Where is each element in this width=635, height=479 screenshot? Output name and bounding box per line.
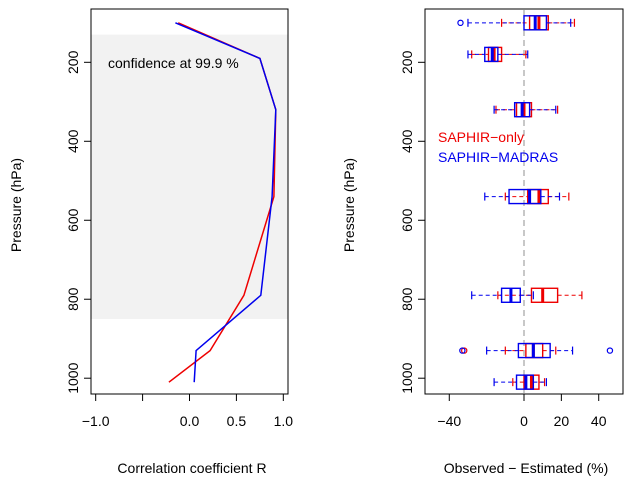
- boxplot-saphir-madras: [493, 101, 557, 118]
- box-iqr: [508, 188, 542, 205]
- boxplot-saphir-madras: [493, 374, 548, 390]
- x-axis-label: Observed − Estimated (%): [444, 460, 609, 476]
- box-iqr: [530, 287, 559, 303]
- x-tick-label: −1.0: [82, 413, 110, 429]
- plot-frame: [424, 8, 624, 395]
- y-tick-label: 1000: [65, 362, 81, 393]
- x-tick-label: 1.0: [274, 413, 294, 429]
- boxplot-saphir-only: [497, 287, 583, 303]
- x-axis-ticks: −1.0 0.0 0.5 1.0: [82, 394, 293, 429]
- x-tick-label: −40: [437, 413, 461, 429]
- y-tick-label: 200: [65, 50, 81, 74]
- y-axis-ticks: 200 400 600 800 1000: [65, 50, 91, 394]
- y-tick-label: 800: [399, 287, 415, 311]
- boxplot-saphir-madras: [457, 15, 572, 31]
- outlier-point: [457, 19, 464, 27]
- y-tick-label: 600: [399, 208, 415, 232]
- boxplot-saphir-only: [512, 374, 546, 390]
- x-tick-label: 0: [520, 413, 528, 429]
- plot-frame: [90, 8, 289, 395]
- y-axis-label: Pressure (hPa): [341, 158, 357, 252]
- y-tick-label: 200: [399, 50, 415, 74]
- y-tick-label: 400: [399, 129, 415, 153]
- outlier-point: [461, 347, 468, 354]
- error-panel: SAPHIR−only SAPHIR−MADRAS −40 0 20 40 200 40…: [341, 8, 624, 476]
- correlation-line-blue: [175, 22, 277, 383]
- x-axis-ticks: −40 0 20 40: [437, 394, 607, 429]
- confidence-label: confidence at 99.9 %: [108, 55, 239, 71]
- y-axis-label: Pressure (hPa): [8, 158, 24, 252]
- confidence-band-area: [91, 34, 288, 319]
- outlier-point: [606, 347, 614, 354]
- outlier-point: [459, 347, 466, 354]
- legend-saphir-madras: SAPHIR−MADRAS: [438, 149, 558, 165]
- x-tick-label: 0.0: [180, 413, 200, 429]
- y-axis-ticks: 200 400 600 800 1000: [399, 50, 425, 394]
- x-axis-label: Correlation coefficient R: [117, 460, 266, 476]
- boxplots: [457, 15, 614, 390]
- boxplot-saphir-madras: [467, 46, 529, 63]
- boxplot-saphir-only: [495, 101, 559, 118]
- y-tick-label: 400: [65, 129, 81, 153]
- y-tick-label: 1000: [399, 362, 415, 393]
- boxplot-saphir-madras: [471, 287, 534, 303]
- x-tick-label: 20: [554, 413, 570, 429]
- y-tick-label: 800: [65, 287, 81, 311]
- x-tick-label: 40: [591, 413, 607, 429]
- y-tick-label: 600: [65, 208, 81, 232]
- legend-saphir-only: SAPHIR−only: [438, 129, 524, 145]
- correlation-lines: [168, 22, 277, 383]
- confidence-band: [91, 34, 288, 319]
- x-tick-label: 0.5: [227, 413, 247, 429]
- correlation-panel: confidence at 99.9 % −1.0 0.0 0.5 1.0 200 40…: [8, 8, 293, 476]
- boxplot-saphir-madras: [484, 188, 561, 205]
- boxplot-saphir-madras: [459, 342, 614, 359]
